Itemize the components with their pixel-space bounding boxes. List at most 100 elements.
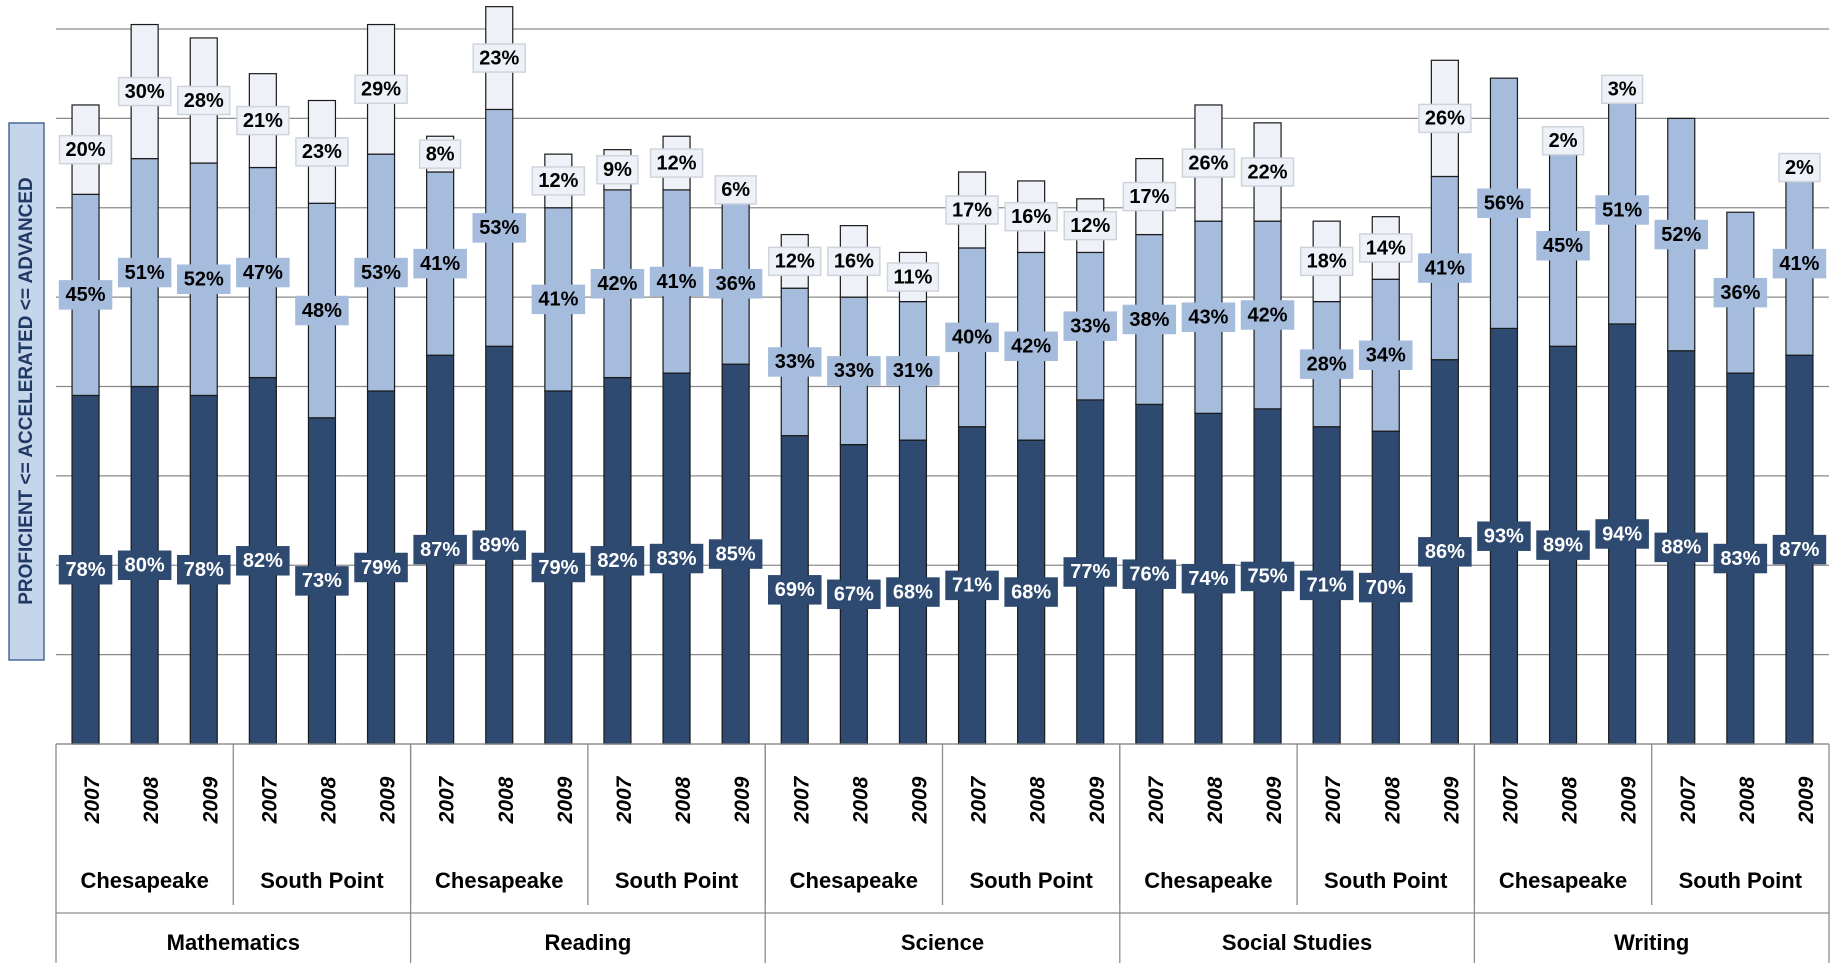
label-box — [1713, 543, 1768, 574]
school-label: Chesapeake — [790, 868, 918, 893]
y-label-box — [8, 122, 45, 661]
label-box — [418, 139, 462, 169]
value-label-text: 33% — [834, 360, 874, 382]
label-box — [767, 246, 822, 277]
value-label: 51% — [1595, 195, 1649, 225]
x-tick-label: 2008 — [672, 776, 695, 824]
value-label-text: 16% — [834, 251, 874, 273]
value-label-text: 3% — [1608, 79, 1637, 101]
value-label-text: 28% — [1307, 353, 1347, 375]
label-box — [354, 257, 408, 288]
value-label: 26% — [1181, 148, 1236, 178]
label-box — [1240, 561, 1295, 592]
label-box — [1358, 572, 1413, 603]
value-label-text: 17% — [952, 199, 992, 221]
label-box — [1600, 74, 1644, 105]
label-box — [1299, 570, 1354, 601]
value-label: 52% — [176, 264, 231, 294]
value-label: 80% — [117, 550, 172, 580]
value-label: 83% — [1713, 543, 1768, 574]
label-box — [1122, 559, 1177, 589]
value-label: 33% — [767, 347, 822, 377]
x-tick-label: 2007 — [1499, 775, 1522, 824]
label-box — [714, 175, 757, 205]
value-label-text: 12% — [538, 170, 578, 192]
label-box — [1122, 304, 1177, 335]
value-label: 34% — [1358, 340, 1413, 370]
value-label: 71% — [945, 570, 999, 601]
value-label: 89% — [1536, 530, 1590, 560]
label-box — [1772, 534, 1827, 565]
value-label: 12% — [531, 166, 586, 196]
label-box — [649, 148, 704, 178]
value-label-text: 26% — [1425, 108, 1465, 130]
school-label: South Point — [969, 868, 1093, 893]
value-label-text: 73% — [302, 570, 342, 592]
label-box — [1541, 125, 1585, 156]
value-label: 28% — [1299, 349, 1354, 379]
value-label: 36% — [1713, 277, 1768, 308]
label-box — [1063, 311, 1118, 341]
value-label: 70% — [1358, 572, 1413, 603]
value-label: 12% — [649, 148, 704, 178]
value-label: 29% — [354, 74, 408, 105]
label-box — [58, 280, 113, 310]
value-label: 42% — [590, 268, 645, 299]
value-label-text: 67% — [834, 584, 874, 606]
value-label: 51% — [117, 257, 172, 288]
label-box — [413, 248, 467, 279]
value-label-text: 82% — [597, 550, 637, 572]
value-label-text: 52% — [184, 269, 224, 291]
value-label-text: 9% — [603, 159, 632, 181]
value-label-text: 51% — [1602, 199, 1642, 221]
value-label-text: 43% — [1188, 307, 1228, 329]
label-box — [886, 262, 940, 292]
value-label: 93% — [1477, 521, 1531, 551]
value-label: 42% — [1004, 331, 1058, 362]
x-tick-label: 2007 — [258, 775, 281, 824]
school-label: Chesapeake — [80, 868, 208, 893]
x-tick-label: 2008 — [1381, 776, 1404, 824]
value-label-text: 79% — [538, 557, 578, 579]
label-box — [295, 295, 349, 326]
x-tick-label: 2007 — [613, 775, 636, 824]
value-label: 82% — [236, 546, 290, 576]
label-box — [1358, 340, 1413, 370]
value-label: 68% — [886, 577, 940, 607]
value-label: 68% — [1004, 577, 1058, 607]
label-box — [531, 166, 586, 196]
value-label: 33% — [827, 356, 881, 386]
value-label: 18% — [1299, 246, 1354, 277]
label-box — [354, 74, 408, 105]
value-label-text: 30% — [125, 81, 165, 103]
value-label: 74% — [1181, 563, 1236, 594]
value-label: 20% — [58, 134, 113, 165]
label-box — [708, 268, 763, 299]
label-box — [1595, 195, 1649, 225]
label-box — [649, 266, 704, 297]
value-label-text: 33% — [1070, 315, 1110, 337]
value-label: 47% — [236, 257, 290, 288]
label-box — [596, 155, 639, 185]
value-label: 85% — [708, 539, 763, 569]
value-label-text: 82% — [243, 550, 283, 572]
x-tick-label: 2007 — [1677, 775, 1700, 824]
x-tick-label: 2009 — [1795, 776, 1818, 824]
school-label: South Point — [1324, 868, 1448, 893]
label-box — [117, 550, 172, 580]
value-label-text: 20% — [66, 139, 106, 161]
x-tick-label: 2007 — [968, 775, 991, 824]
value-label: 12% — [767, 246, 822, 277]
school-label: South Point — [1679, 868, 1803, 893]
value-label: 77% — [1063, 557, 1118, 587]
label-box — [1063, 210, 1118, 241]
value-label-text: 41% — [538, 289, 578, 311]
value-label-text: 69% — [775, 579, 815, 601]
value-label: 79% — [531, 552, 586, 583]
value-label: 45% — [58, 280, 113, 310]
label-box — [1477, 521, 1531, 551]
label-box — [176, 554, 231, 585]
label-box — [1358, 233, 1413, 263]
x-tick-label: 2007 — [436, 775, 459, 824]
